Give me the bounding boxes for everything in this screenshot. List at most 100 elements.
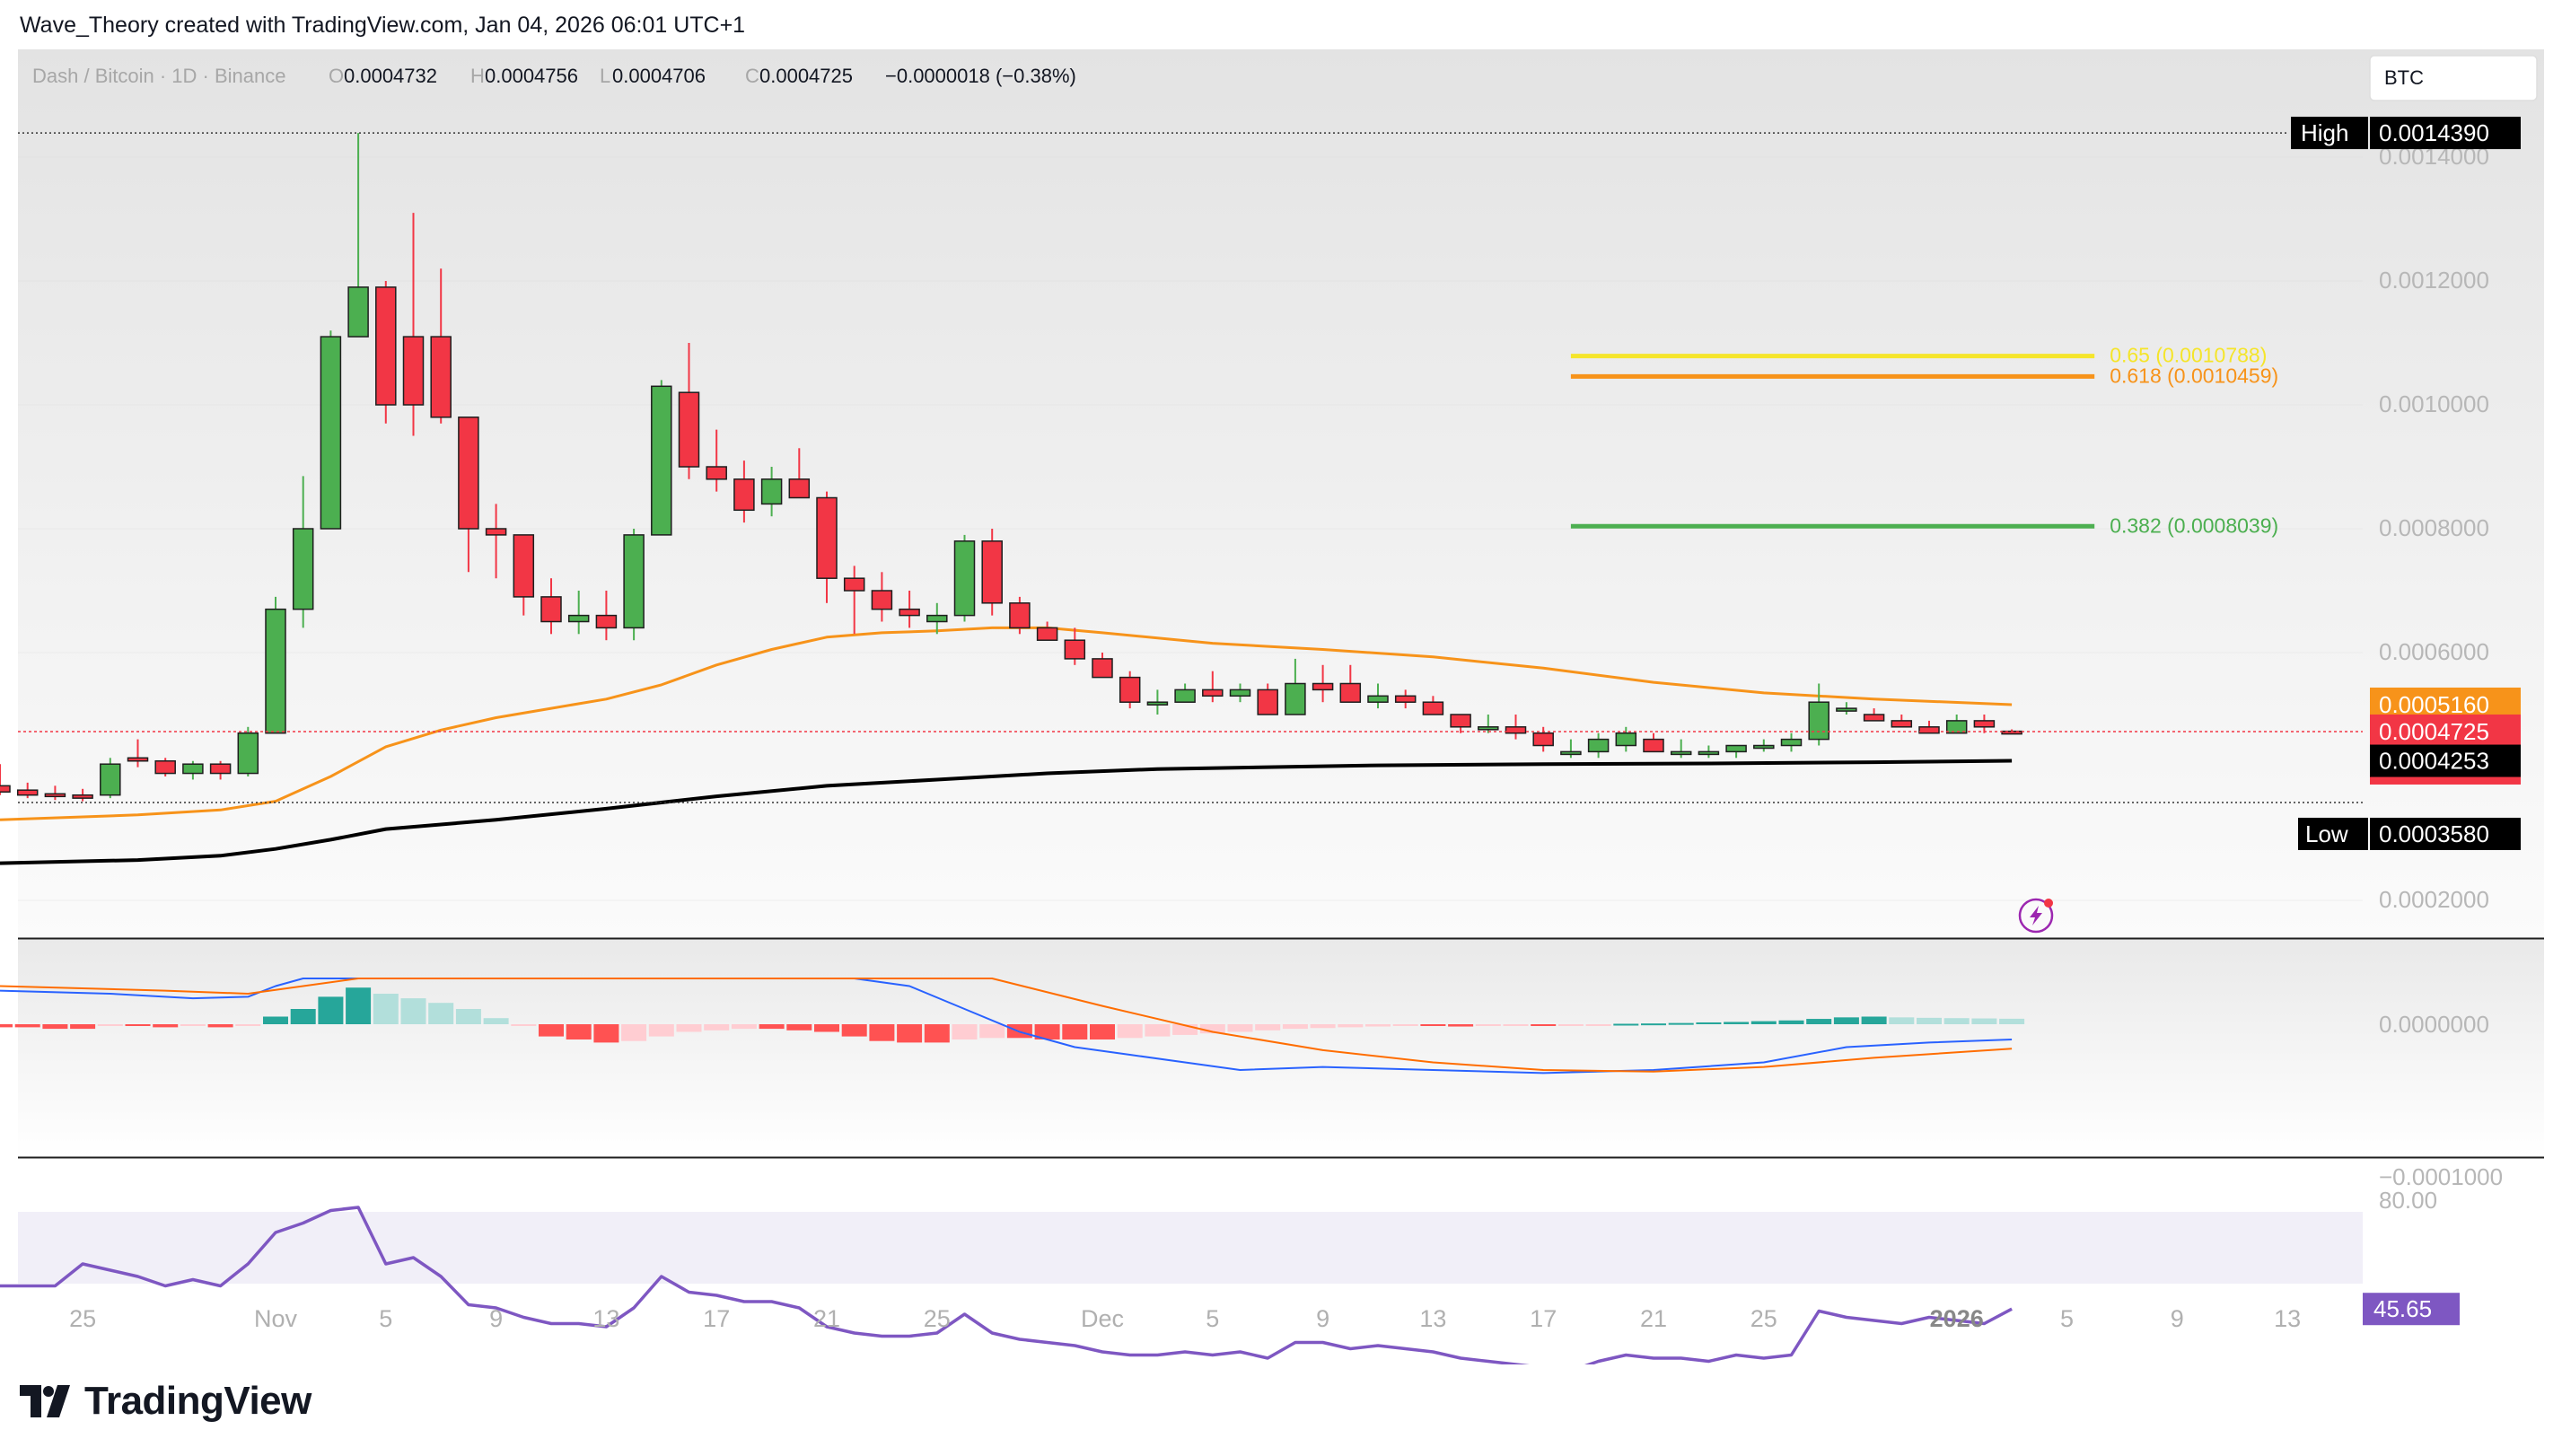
time-axis-tick: 25 [1750, 1305, 1777, 1332]
candle-body [458, 417, 479, 530]
candle [595, 591, 618, 641]
macd-histogram-bar [1531, 1024, 1557, 1026]
candle-body [1092, 658, 1113, 679]
candle-body [1698, 750, 1720, 756]
price-axis-tick: 0.0012000 [2379, 267, 2489, 294]
candle-body [760, 478, 783, 505]
time-axis-tick: 13 [2274, 1305, 2301, 1332]
candle [1394, 689, 1417, 709]
candle [1532, 726, 1554, 752]
alert-lightning-icon[interactable] [2018, 898, 2054, 934]
candle-body [16, 789, 39, 796]
time-axis-tick: 25 [69, 1305, 96, 1332]
candle [127, 739, 149, 767]
candle-body [1615, 732, 1637, 747]
candle [567, 591, 590, 635]
candle-body [706, 466, 727, 480]
close-label: C [745, 65, 759, 87]
macd-histogram-bar [0, 1024, 13, 1028]
candle-body [237, 732, 259, 775]
macd-histogram-bar [731, 1024, 757, 1030]
candle-body [154, 760, 176, 775]
macd-histogram-bar [455, 1009, 481, 1024]
candle-body [1753, 744, 1775, 750]
macd-histogram-bar [1117, 1024, 1143, 1039]
macd-histogram-bar [1943, 1018, 1970, 1024]
high-value: 0.0004756 [485, 65, 578, 87]
low-value-label: 0.0003580 [2379, 820, 2489, 847]
candle-body [1009, 602, 1031, 629]
candle [1780, 732, 1803, 752]
main-pane-bg [18, 49, 2544, 938]
candle [623, 529, 645, 641]
candle [458, 417, 479, 573]
symbol-label: Dash / Bitcoin · 1D · Binance [32, 65, 285, 87]
ema200-price-tag-bg [2370, 744, 2521, 777]
macd-histogram-bar [1503, 1024, 1529, 1026]
time-axis-tick: 5 [2060, 1305, 2074, 1332]
macd-histogram-bar [924, 1024, 950, 1043]
time-axis-tick: 17 [703, 1305, 730, 1332]
currency-button[interactable]: BTC [2369, 55, 2538, 101]
candle-body [44, 793, 66, 798]
candle-body [1422, 701, 1444, 715]
candle [1725, 744, 1747, 759]
candle [678, 343, 700, 479]
tradingview-logo[interactable]: TradingView [20, 1379, 311, 1424]
time-axis-tick: 5 [1206, 1305, 1219, 1332]
candle [154, 758, 176, 776]
macd-histogram-bar [621, 1024, 647, 1041]
macd-histogram-bar [1365, 1024, 1391, 1027]
candle [899, 591, 920, 628]
candle-body [1312, 682, 1334, 691]
time-axis-tick: 21 [1640, 1305, 1667, 1332]
price-axis-tick: 0.0008000 [2379, 514, 2489, 541]
candle-body [1643, 738, 1664, 753]
candle [485, 504, 507, 579]
candle-body [595, 614, 618, 629]
candle-body [733, 478, 755, 512]
candle [1698, 745, 1720, 759]
candle-body [100, 763, 121, 796]
macd-histogram-bar [1145, 1024, 1171, 1037]
candle [1064, 627, 1086, 665]
ema50-line [0, 626, 2013, 821]
time-axis-tick: Nov [254, 1305, 298, 1332]
candle [292, 476, 314, 628]
price-axis-tick: 0.0006000 [2379, 638, 2489, 665]
macd-histogram-bar [869, 1024, 895, 1041]
candle [1422, 696, 1444, 715]
macd-axis-tick: 0.0000000 [2379, 1011, 2489, 1038]
candle-body [72, 794, 93, 799]
ohlc-header: Dash / Bitcoin · 1D · Binance O 0.000473… [32, 65, 1076, 87]
macd-histogram-bar [1724, 1022, 1750, 1024]
macd-histogram-bar [1090, 1024, 1115, 1039]
macd-histogram-bar [676, 1024, 702, 1032]
price-axis-tick: 0.0010000 [2379, 390, 2489, 417]
tradingview-logo-icon [20, 1385, 70, 1417]
candle-body [1394, 695, 1417, 703]
price-chart[interactable]: Dash / Bitcoin · 1D · Binance O 0.000473… [0, 0, 2562, 1364]
candle [1973, 715, 1996, 733]
candle-body [1146, 701, 1169, 706]
candle-body [1119, 676, 1141, 703]
attribution-text: Wave_Theory created with TradingView.com… [20, 13, 746, 38]
macd-histogram-bar [1696, 1022, 1722, 1024]
time-axis-tick: 5 [379, 1305, 392, 1332]
candle-body [623, 534, 645, 629]
tradingview-logo-text: TradingView [84, 1379, 311, 1423]
candle-body [1257, 689, 1278, 715]
ema200-line [0, 759, 2013, 865]
candle-body [127, 757, 149, 762]
candle-body [1587, 738, 1610, 753]
candle [1643, 732, 1664, 753]
currency-button-label: BTC [2384, 66, 2424, 89]
candle-body [347, 286, 369, 338]
time-axis-tick: 13 [592, 1305, 619, 1332]
rsi-value-tag-bg [2363, 1293, 2460, 1326]
low-value-bg [2370, 817, 2521, 850]
macd-histogram-bar [1613, 1023, 1639, 1026]
macd-histogram-bar [593, 1024, 619, 1043]
candle-body [1064, 639, 1086, 660]
candle [402, 213, 425, 436]
